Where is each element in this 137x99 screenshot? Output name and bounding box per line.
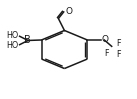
Text: HO: HO	[7, 31, 19, 40]
Text: B: B	[24, 35, 31, 45]
Text: O: O	[66, 7, 73, 16]
Text: O: O	[102, 35, 109, 44]
Text: HO: HO	[7, 41, 19, 50]
Text: F: F	[116, 50, 120, 59]
Text: F: F	[116, 39, 120, 48]
Text: F: F	[104, 49, 109, 58]
